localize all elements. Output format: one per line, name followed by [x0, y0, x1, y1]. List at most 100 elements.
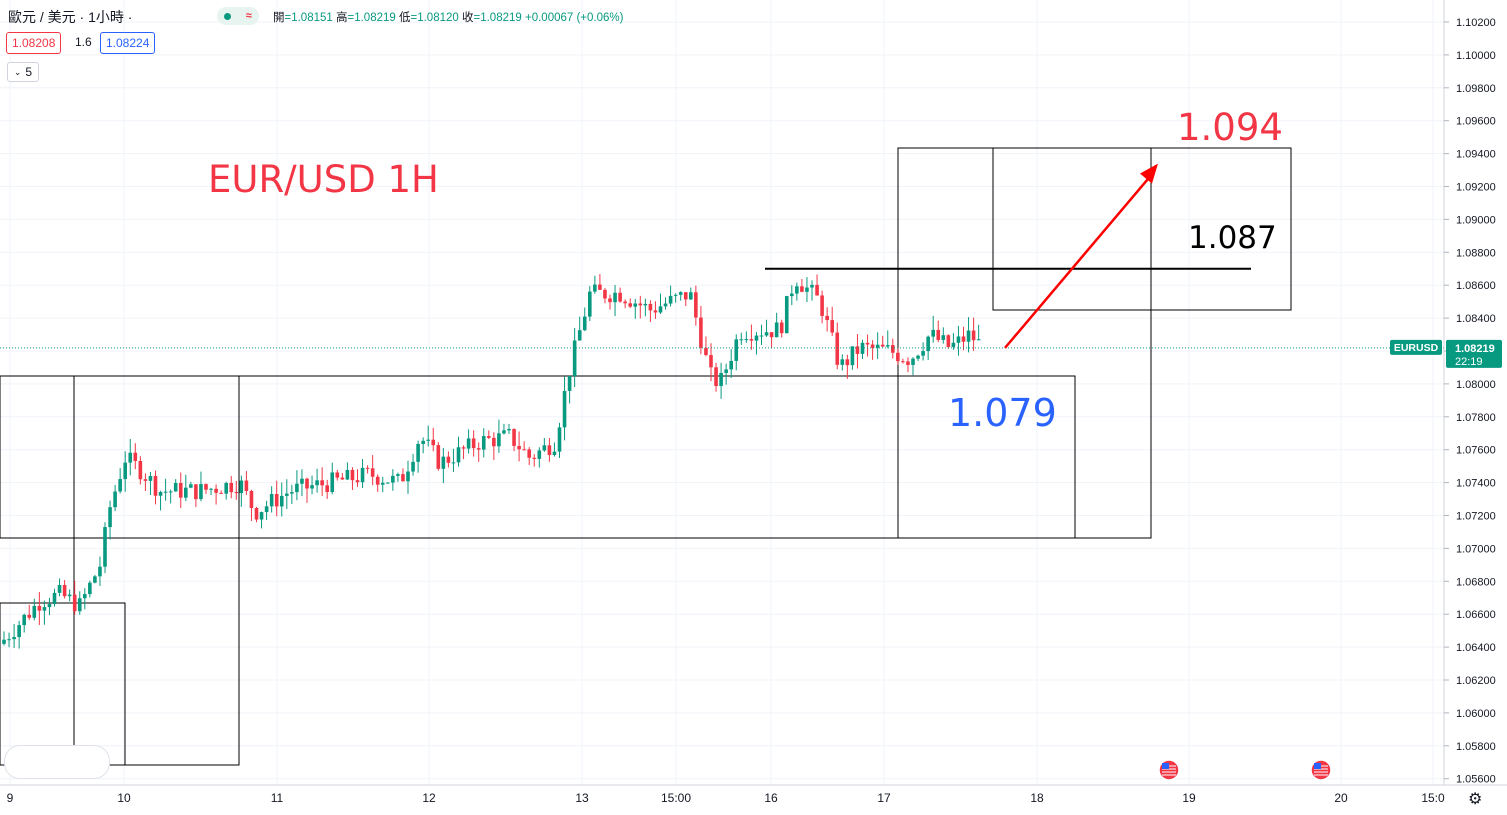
y-tick-label: 1.06800 [1456, 576, 1496, 588]
candle-body [769, 332, 774, 338]
grid [0, 0, 1444, 785]
candle-body [815, 284, 819, 296]
candle-body [27, 614, 32, 618]
candle-body [406, 471, 410, 482]
candle-body [2, 639, 6, 644]
candle-body [214, 488, 218, 493]
symbol-tag-text: EURUSD [1394, 342, 1439, 354]
candle-body [158, 491, 163, 496]
economic-events[interactable] [1158, 759, 1332, 781]
us-flag-icon [1310, 759, 1332, 781]
candle-body [653, 310, 658, 313]
candle-body [527, 449, 531, 458]
candle-body [330, 472, 335, 493]
candle-body [810, 284, 814, 288]
x-tick-label: 17 [877, 791, 891, 805]
candle-body [360, 467, 365, 483]
candle-body [507, 429, 511, 431]
y-tick-label: 1.08600 [1456, 280, 1496, 292]
candle-body [441, 456, 446, 469]
candle-body [532, 457, 537, 459]
candle-body [461, 447, 466, 449]
candle-body [224, 482, 228, 494]
candle-body [62, 585, 67, 597]
candle-body [784, 296, 789, 334]
indicators-collapse-button[interactable]: ⌄ 5 [7, 62, 39, 82]
candle-body [850, 346, 855, 366]
candle-body [350, 469, 355, 481]
y-tick-label: 1.10200 [1456, 17, 1496, 29]
candle-body [184, 487, 188, 498]
candle-body [896, 352, 900, 362]
x-tick-label: 18 [1030, 791, 1044, 805]
candle-body [613, 292, 617, 303]
candle-body [648, 303, 653, 311]
candle-body [88, 582, 92, 595]
x-tick-label: 12 [422, 791, 436, 805]
price-axis[interactable]: 1.10200 1.10000 1.09800 1.09600 1.09400 1.092… [1444, 17, 1496, 786]
candle-body [840, 359, 845, 365]
candle-body [163, 491, 168, 493]
candle-body [825, 315, 829, 321]
candle-body [72, 594, 77, 612]
candle-body [754, 335, 759, 341]
y-tick-label: 1.05600 [1456, 774, 1496, 786]
time-axis[interactable]: 9 10 11 12 13 15:00 16 17 18 19 20 15:0 [7, 791, 1445, 805]
candle-body [274, 494, 279, 507]
candle-body [335, 472, 340, 478]
candle-body [562, 390, 567, 428]
candle-body [295, 483, 299, 493]
candle-body [239, 480, 244, 494]
candle-body [259, 512, 264, 520]
bottom-toolbar-pill[interactable] [4, 745, 110, 779]
high-label: 高 [336, 12, 348, 24]
candle-body [204, 484, 208, 490]
price-tag-countdown: 22:19 [1455, 356, 1483, 368]
indicator-count: 5 [25, 65, 33, 79]
candle-body [153, 475, 158, 496]
annotation-box [0, 375, 1076, 539]
candle-body [118, 479, 122, 492]
buy-price-button[interactable]: 1.08224 [100, 32, 156, 54]
annotation-labels: EUR/USD 1H 1.079 1.087 1.094 [208, 106, 1283, 435]
candle-body [340, 477, 345, 480]
candle-body [285, 493, 289, 496]
candle-body [264, 506, 269, 513]
candle-body [582, 316, 587, 331]
candle-body [370, 468, 375, 477]
gear-icon[interactable]: ⚙ [1468, 791, 1483, 808]
candle-body [148, 475, 153, 481]
candle-body [976, 339, 981, 341]
candles [2, 274, 981, 649]
candle-body [209, 488, 213, 490]
candle-body [98, 566, 102, 577]
candle-body [320, 480, 324, 486]
symbol-title[interactable]: 歐元 / 美元 · 1小時 · [8, 9, 133, 25]
candle-body [426, 439, 430, 441]
candle-body [552, 451, 557, 456]
candle-body [699, 317, 703, 348]
candle-body [396, 474, 400, 476]
ohlc-legend: 開=1.08151 高=1.08219 低=1.08120 收=1.08219 … [273, 9, 623, 25]
candle-body [67, 594, 72, 597]
candle-body [83, 594, 87, 599]
candle-body [492, 437, 496, 447]
sell-price-button[interactable]: 1.08208 [6, 32, 62, 54]
chevron-down-icon: ⌄ [13, 67, 22, 77]
candle-body [37, 605, 42, 611]
candle-body [77, 598, 82, 612]
candle-body [47, 604, 52, 608]
candle-body [956, 336, 961, 343]
candle-body [598, 284, 602, 290]
y-tick-label: 1.06600 [1456, 609, 1496, 621]
market-status[interactable]: ≈ [217, 7, 259, 25]
candle-body [411, 461, 415, 472]
y-tick-label: 1.06400 [1456, 642, 1496, 654]
candle-body [633, 303, 638, 307]
target-arrow [1004, 163, 1158, 349]
candle-body [966, 330, 971, 342]
candle-body [17, 625, 21, 638]
candle-body [133, 452, 138, 461]
annotation-box [992, 147, 1292, 311]
